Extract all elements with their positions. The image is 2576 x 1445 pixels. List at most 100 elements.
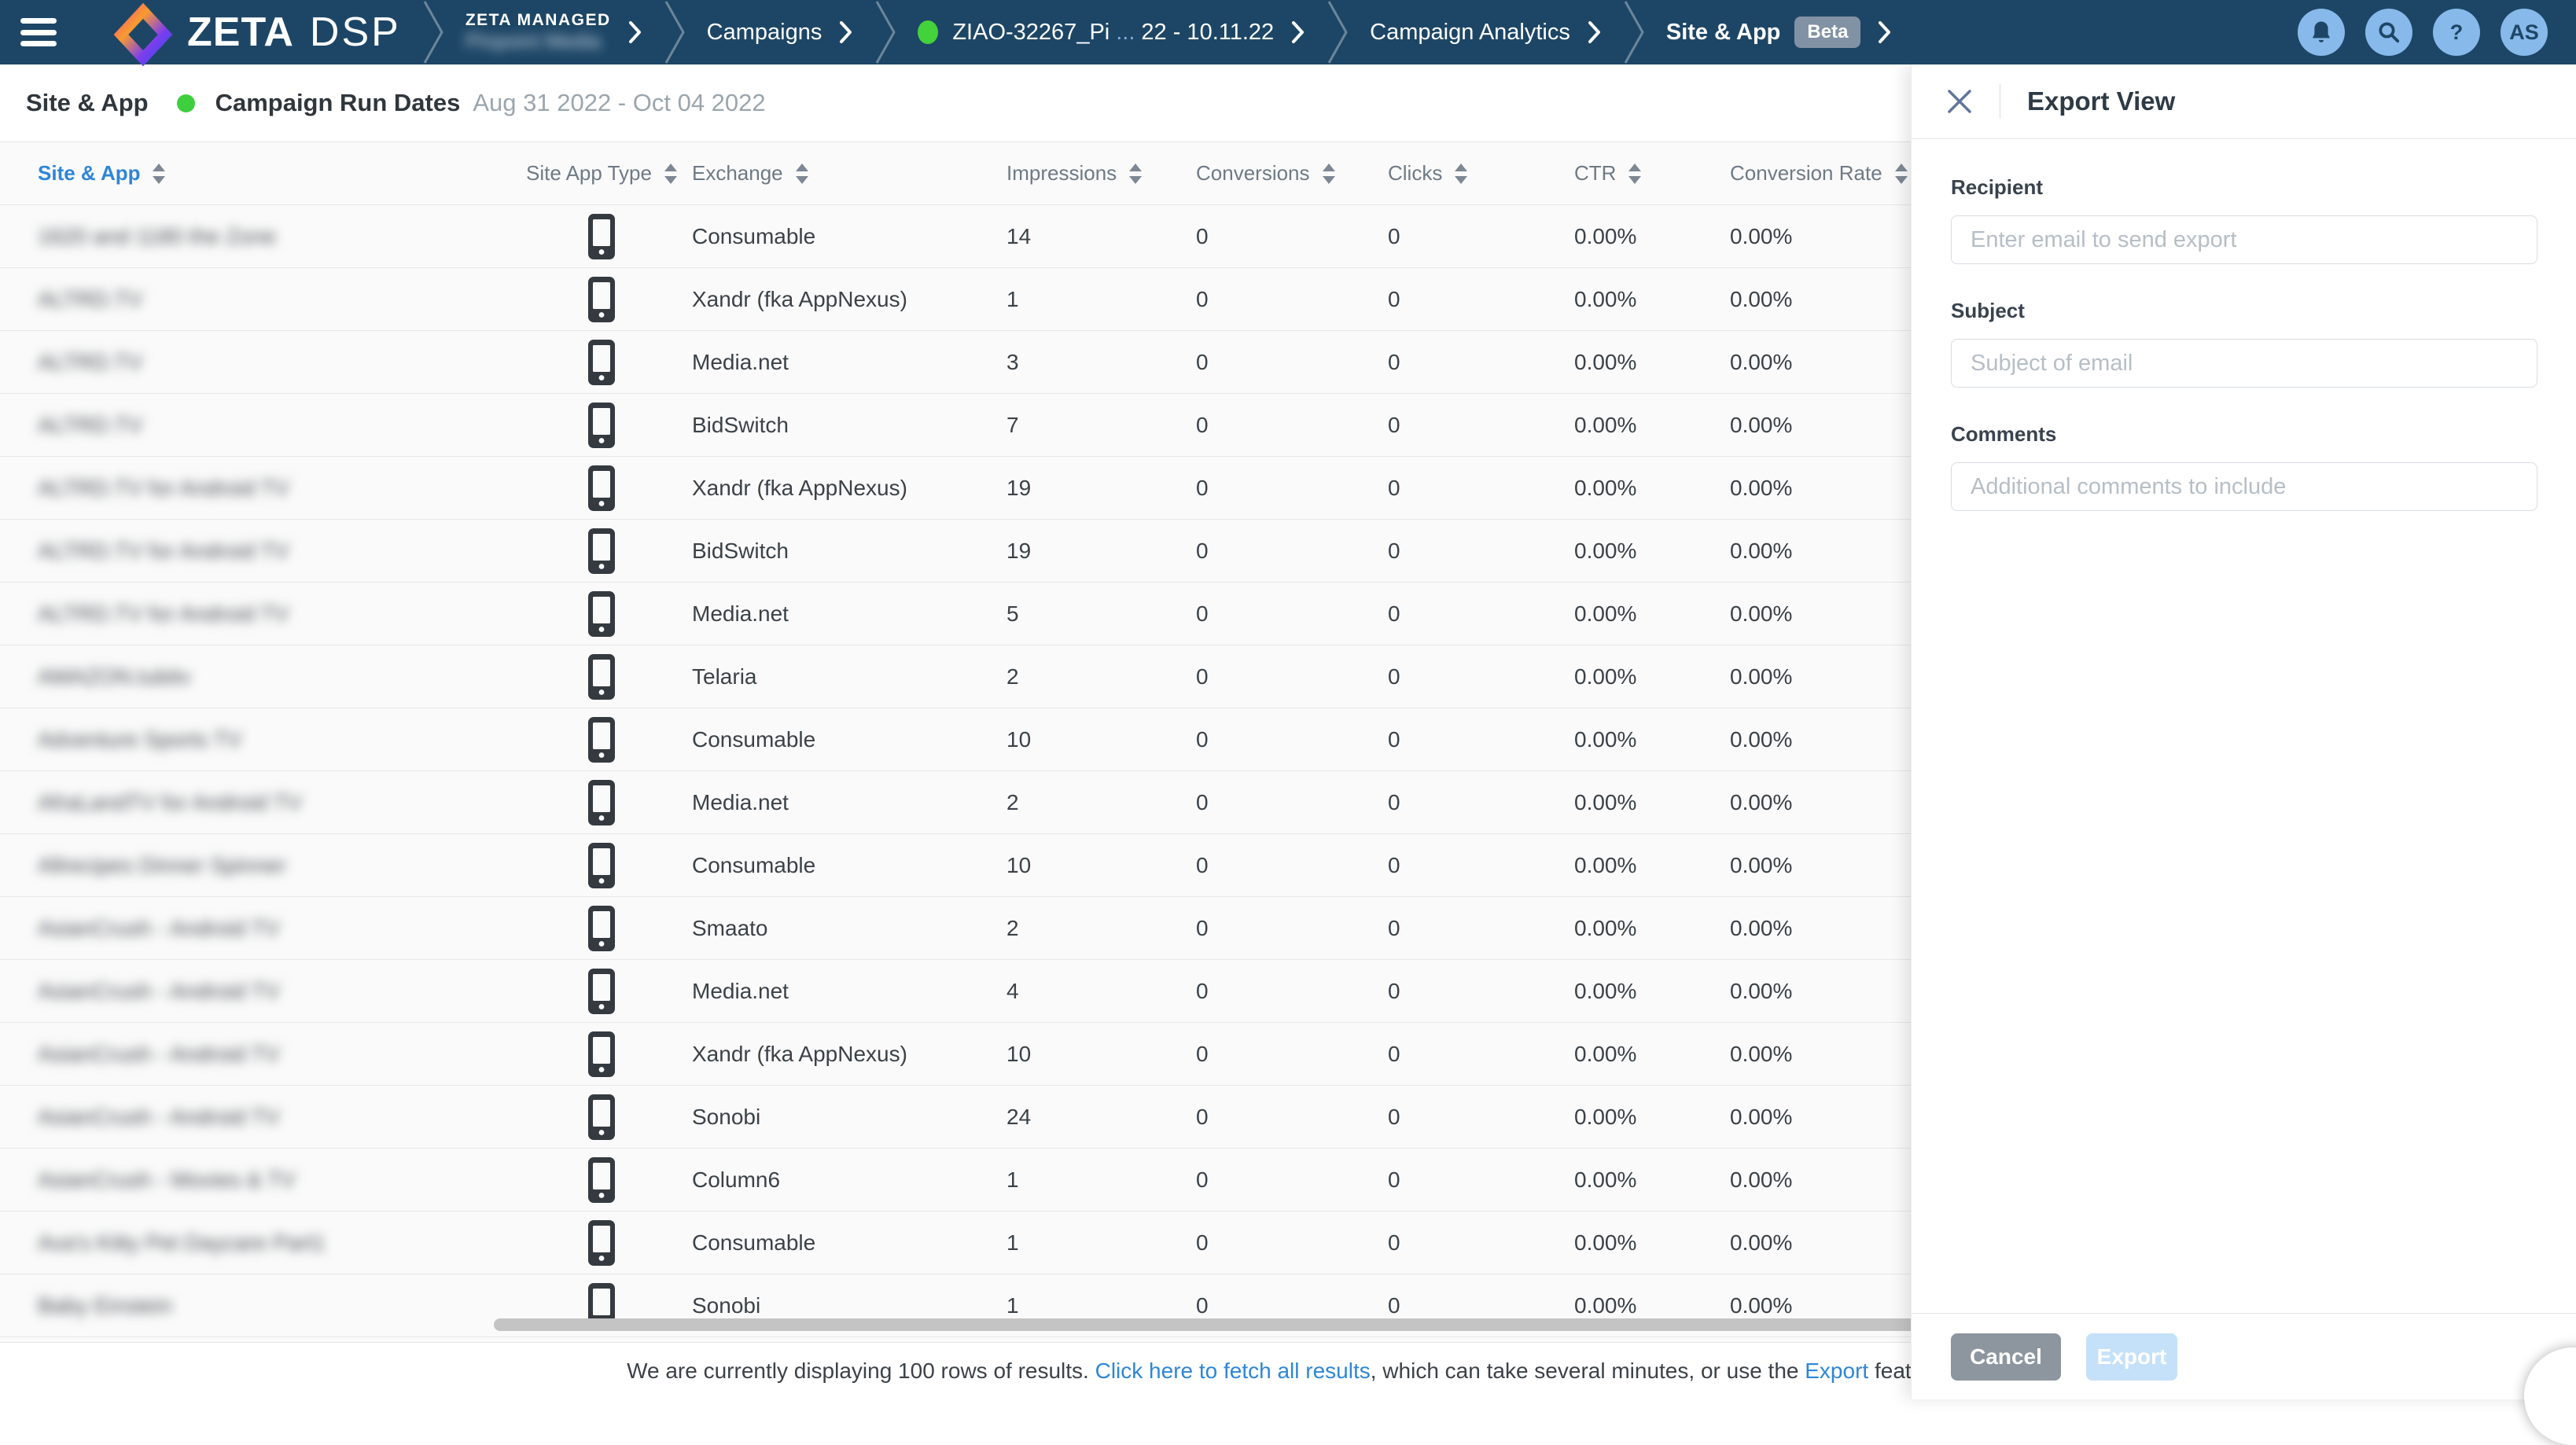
impressions-value: 5 xyxy=(1006,601,1019,627)
ctr-value: 0.00% xyxy=(1574,979,1636,1004)
export-button[interactable]: Export xyxy=(2086,1333,2177,1381)
mobile-phone-icon xyxy=(588,1094,615,1140)
fetch-all-results-link[interactable]: Click here to fetch all results xyxy=(1095,1359,1371,1383)
ctr-value: 0.00% xyxy=(1574,664,1636,689)
sort-icon[interactable] xyxy=(153,164,165,184)
column-header-site-app[interactable]: Site & App xyxy=(0,142,511,204)
ctr-value: 0.00% xyxy=(1574,1105,1636,1130)
conversions-value: 0 xyxy=(1196,476,1209,501)
breadcrumb-separator xyxy=(1622,0,1646,64)
column-header-conversions[interactable]: Conversions xyxy=(1196,142,1388,204)
help-button[interactable]: ? xyxy=(2433,9,2480,56)
column-header-clicks[interactable]: Clicks xyxy=(1388,142,1574,204)
run-dates-value: Aug 31 2022 - Oct 04 2022 xyxy=(473,89,765,117)
conversion-rate-value: 0.00% xyxy=(1730,287,1792,312)
exchange-value: Media.net xyxy=(692,979,789,1004)
chevron-right-icon xyxy=(628,20,642,44)
managed-account-name: Pinpoint Media xyxy=(466,30,611,53)
breadcrumb-site-and-app[interactable]: Site & App Beta xyxy=(1666,17,1893,48)
site-name: ALTRD.TV for Android TV xyxy=(38,476,289,501)
clicks-value: 0 xyxy=(1388,979,1400,1004)
ctr-value: 0.00% xyxy=(1574,1230,1636,1256)
ctr-value: 0.00% xyxy=(1574,413,1636,438)
clicks-value: 0 xyxy=(1388,1105,1400,1130)
exchange-value: Xandr (fka AppNexus) xyxy=(692,287,907,312)
site-name: AfraLandTV for Android TV xyxy=(38,790,302,815)
impressions-value: 7 xyxy=(1006,413,1019,438)
comments-input[interactable] xyxy=(1951,462,2537,511)
sort-icon[interactable] xyxy=(1129,164,1142,184)
cancel-button[interactable]: Cancel xyxy=(1951,1333,2061,1381)
sort-icon[interactable] xyxy=(796,164,808,184)
user-avatar[interactable]: AS xyxy=(2501,9,2548,56)
breadcrumb-separator xyxy=(1326,0,1349,64)
recipient-input[interactable] xyxy=(1951,215,2537,264)
sort-icon[interactable] xyxy=(1455,164,1467,184)
hamburger-menu-icon[interactable] xyxy=(20,18,57,46)
navbar-actions: ? AS xyxy=(2298,9,2548,56)
zeta-diamond-icon xyxy=(107,0,179,71)
sort-icon[interactable] xyxy=(1628,164,1641,184)
conversion-rate-value: 0.00% xyxy=(1730,979,1792,1004)
export-panel-footer: Cancel Export xyxy=(1912,1313,2576,1399)
conversions-value: 0 xyxy=(1196,1042,1209,1067)
mobile-phone-icon xyxy=(588,403,615,448)
column-header-exchange[interactable]: Exchange xyxy=(692,142,1006,204)
conversions-value: 0 xyxy=(1196,727,1209,752)
column-header-impressions[interactable]: Impressions xyxy=(1006,142,1196,204)
mobile-phone-icon xyxy=(588,277,615,322)
site-name: AsianCrush - Android TV xyxy=(38,979,280,1004)
subject-input[interactable] xyxy=(1951,339,2537,388)
impressions-value: 1 xyxy=(1006,287,1019,312)
close-icon[interactable] xyxy=(1946,88,1973,115)
beta-badge: Beta xyxy=(1794,17,1860,48)
sort-icon[interactable] xyxy=(664,164,677,184)
conversions-value: 0 xyxy=(1196,413,1209,438)
status-text: , which can take several minutes, or use… xyxy=(1371,1359,1805,1383)
ctr-value: 0.00% xyxy=(1574,916,1636,941)
conversions-value: 0 xyxy=(1196,790,1209,815)
breadcrumb-separator xyxy=(874,0,897,64)
chevron-right-icon xyxy=(839,20,853,44)
clicks-value: 0 xyxy=(1388,601,1400,627)
comments-label: Comments xyxy=(1951,422,2537,447)
conversion-rate-value: 0.00% xyxy=(1730,1293,1792,1318)
search-button[interactable] xyxy=(2365,9,2412,56)
chevron-right-icon xyxy=(1291,20,1305,44)
ctr-value: 0.00% xyxy=(1574,853,1636,878)
sort-icon[interactable] xyxy=(1895,164,1908,184)
clicks-value: 0 xyxy=(1388,539,1400,564)
site-name: Ava's Kitty Pet Daycare Part1 xyxy=(38,1230,326,1256)
ctr-value: 0.00% xyxy=(1574,1042,1636,1067)
impressions-value: 1 xyxy=(1006,1293,1019,1318)
ctr-value: 0.00% xyxy=(1574,727,1636,752)
breadcrumb-campaign[interactable]: ZIAO-32267_Pi ... 22 - 10.11.22 xyxy=(918,20,1305,46)
column-header-ctr[interactable]: CTR xyxy=(1574,142,1730,204)
truncation-ellipsis: ... xyxy=(1116,20,1135,46)
site-name: Adventure Sports TV xyxy=(38,727,241,752)
breadcrumb-campaign-analytics[interactable]: Campaign Analytics xyxy=(1370,20,1602,46)
conversion-rate-value: 0.00% xyxy=(1730,727,1792,752)
subject-label: Subject xyxy=(1951,299,2537,323)
chevron-right-icon xyxy=(1878,20,1892,44)
export-link[interactable]: Export xyxy=(1805,1359,1868,1383)
breadcrumb-zeta-managed[interactable]: ZETA MANAGED Pinpoint Media xyxy=(466,11,642,53)
exchange-value: Consumable xyxy=(692,224,815,249)
clicks-value: 0 xyxy=(1388,287,1400,312)
impressions-value: 10 xyxy=(1006,853,1031,878)
exchange-value: Media.net xyxy=(692,790,789,815)
clicks-value: 0 xyxy=(1388,1167,1400,1193)
exchange-value: Consumable xyxy=(692,853,815,878)
ctr-value: 0.00% xyxy=(1574,601,1636,627)
impressions-value: 2 xyxy=(1006,790,1019,815)
horizontal-scrollbar-thumb[interactable] xyxy=(494,1318,2051,1331)
sort-icon[interactable] xyxy=(1323,164,1335,184)
mobile-phone-icon xyxy=(588,340,615,385)
exchange-value: Smaato xyxy=(692,916,768,941)
column-header-site-app-type[interactable]: Site App Type xyxy=(511,142,692,204)
site-name: 1620 and 1180 the Zone xyxy=(38,224,276,249)
managed-eyebrow: ZETA MANAGED xyxy=(466,11,611,30)
clicks-value: 0 xyxy=(1388,224,1400,249)
notifications-button[interactable] xyxy=(2298,9,2345,56)
breadcrumb-campaigns[interactable]: Campaigns xyxy=(707,20,854,46)
